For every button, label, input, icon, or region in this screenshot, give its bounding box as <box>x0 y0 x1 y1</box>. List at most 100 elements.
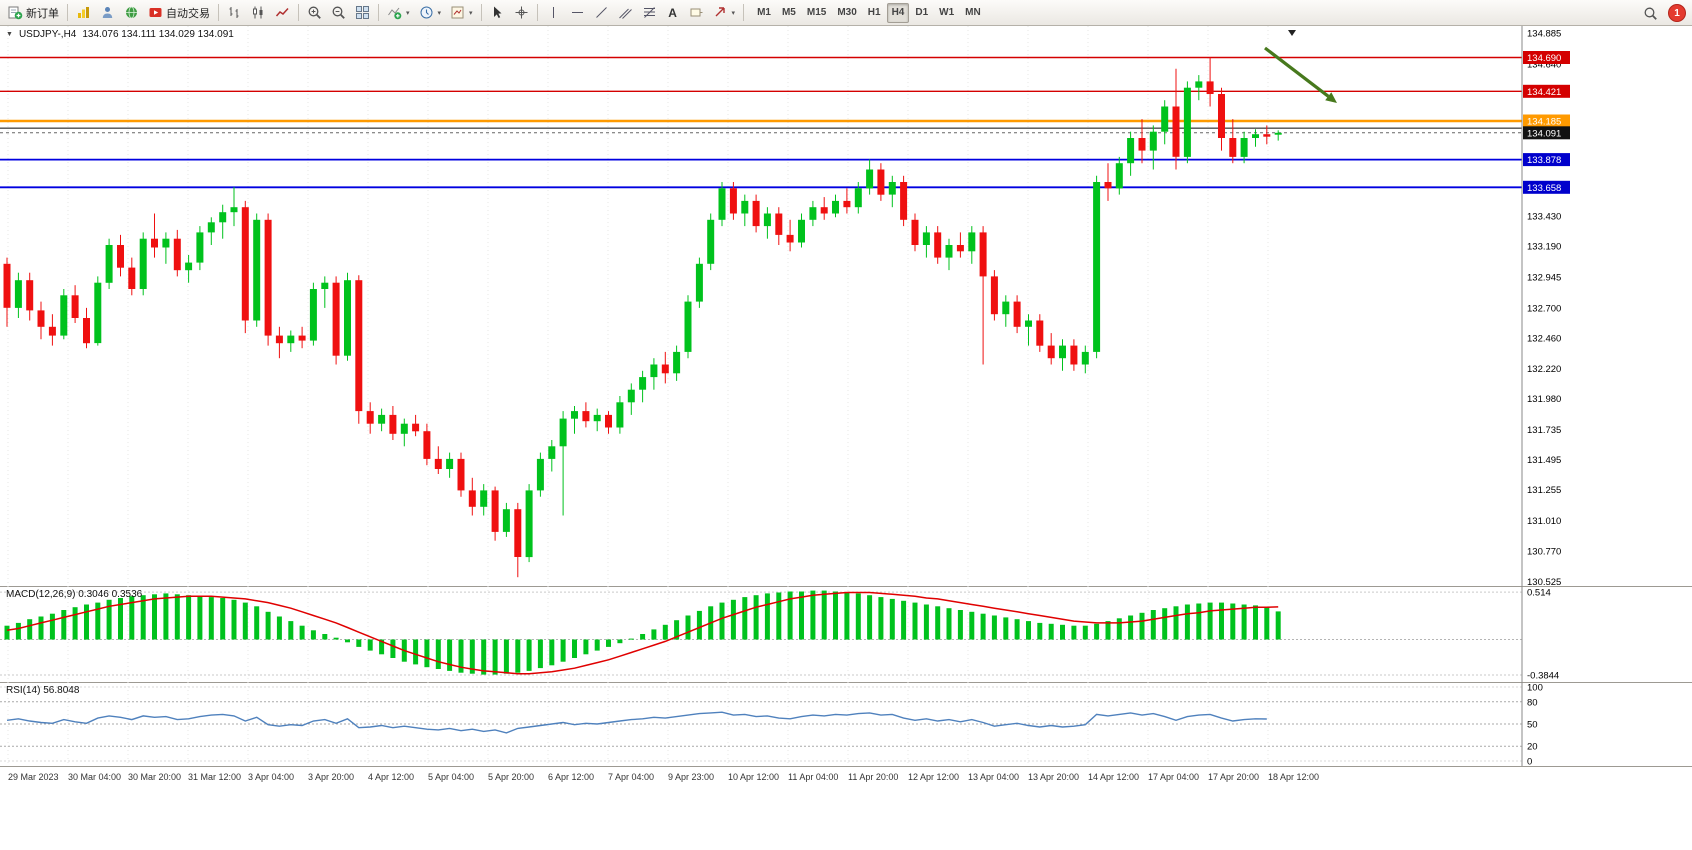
timeframe-d1[interactable]: D1 <box>910 3 933 23</box>
time-axis-label: 18 Apr 12:00 <box>1268 772 1320 782</box>
market-watch-icon <box>78 7 89 18</box>
toolbar-separator <box>67 4 68 21</box>
periods-button[interactable]: ▾ <box>415 2 446 24</box>
time-axis-label: 30 Mar 04:00 <box>68 772 122 782</box>
rsi-axis-tick: 50 <box>1527 720 1538 731</box>
svg-text:134.690: 134.690 <box>1527 53 1561 64</box>
tile-windows-button[interactable] <box>351 2 374 24</box>
trend-arrow-annotation[interactable] <box>1264 46 1337 103</box>
navigator-button[interactable] <box>96 2 119 24</box>
time-axis-label: 3 Apr 20:00 <box>308 772 355 782</box>
scroll-to-end-icon[interactable] <box>1288 30 1296 36</box>
timeframe-m30[interactable]: M30 <box>832 3 861 23</box>
rsi-axis-tick: 20 <box>1527 742 1538 753</box>
macd-panel-canvas[interactable]: 0.514 -0.3844 <box>0 586 1692 682</box>
market-watch-button[interactable] <box>72 2 95 24</box>
notification-badge[interactable]: 1 <box>1668 4 1686 22</box>
svg-text:133.878: 133.878 <box>1527 155 1561 166</box>
trendline-button[interactable] <box>590 2 613 24</box>
candlesticks <box>3 57 1282 578</box>
timeframe-mn[interactable]: MN <box>960 3 986 23</box>
price-axis-tick: 132.220 <box>1527 364 1561 375</box>
vertical-line-button[interactable] <box>542 2 565 24</box>
time-axis-label: 14 Apr 12:00 <box>1088 772 1140 782</box>
terminal-button[interactable] <box>120 2 143 24</box>
label-icon <box>690 8 703 17</box>
line-chart-icon <box>275 7 289 17</box>
text-button[interactable]: A <box>662 2 684 24</box>
horizontal-lines[interactable] <box>0 56 1522 189</box>
candlestick-chart-icon <box>253 6 263 19</box>
fibonacci-button[interactable] <box>638 2 661 24</box>
text-tool-glyph: A <box>668 5 677 20</box>
horizontal-line-button[interactable] <box>566 2 589 24</box>
time-axis-label: 31 Mar 12:00 <box>188 772 242 782</box>
time-axis-label: 5 Apr 20:00 <box>488 772 535 782</box>
symbol-dropdown-icon[interactable]: ▼ <box>6 31 13 38</box>
time-axis-label: 12 Apr 12:00 <box>908 772 960 782</box>
new-order-button[interactable]: 新订单 <box>4 2 63 24</box>
indicators-button[interactable]: ▾ <box>383 2 414 24</box>
templates-icon <box>451 6 464 19</box>
search-button[interactable] <box>1639 2 1662 24</box>
channel-button[interactable] <box>614 2 637 24</box>
price-axis: 134.885 134.640 133.430 133.190 132.945 132.7… <box>1521 26 1570 586</box>
svg-text:133.658: 133.658 <box>1527 183 1561 194</box>
crosshair-button[interactable] <box>510 2 533 24</box>
timeframe-h1[interactable]: H1 <box>863 3 886 23</box>
horizontal-line-icon <box>571 12 583 13</box>
candlestick-chart-button[interactable] <box>247 2 270 24</box>
macd-histogram <box>4 590 1281 675</box>
label-button[interactable] <box>685 2 708 24</box>
time-axis-label: 5 Apr 04:00 <box>428 772 475 782</box>
timeframe-w1[interactable]: W1 <box>934 3 959 23</box>
main-chart-canvas[interactable]: 134.885 134.640 133.430 133.190 132.945 132.7… <box>0 26 1692 586</box>
cursor-button[interactable] <box>486 2 509 24</box>
timeframe-m1[interactable]: M1 <box>752 3 776 23</box>
time-axis-label: 11 Apr 04:00 <box>788 772 839 782</box>
price-line-label <box>1523 114 1570 128</box>
price-axis-tick: 130.525 <box>1527 577 1561 586</box>
svg-text:134.421: 134.421 <box>1527 87 1561 98</box>
time-axis-label: 11 Apr 20:00 <box>848 772 899 782</box>
price-line-label <box>1523 153 1570 167</box>
chart-title: ▼ USDJPY-,H4 134.076 134.111 134.029 134… <box>6 29 234 40</box>
price-axis-tick: 132.700 <box>1527 303 1561 314</box>
trendline-icon <box>595 7 607 18</box>
rsi-axis-tick: 0 <box>1527 757 1532 767</box>
timeframe-m5[interactable]: M5 <box>777 3 801 23</box>
price-axis-tick: 132.945 <box>1527 273 1561 284</box>
templates-button[interactable]: ▾ <box>446 2 477 24</box>
new-order-icon <box>8 6 23 20</box>
auto-trading-button[interactable]: 自动交易 <box>144 2 214 24</box>
time-axis-label: 10 Apr 12:00 <box>728 772 780 782</box>
rsi-panel-canvas[interactable]: 100 80 50 20 0 <box>0 682 1692 766</box>
dropdown-caret-icon: ▾ <box>406 9 410 17</box>
time-axis-label: 6 Apr 12:00 <box>548 772 595 782</box>
price-axis-tick: 131.980 <box>1527 394 1561 405</box>
new-order-label: 新订单 <box>26 7 59 20</box>
svg-text:134.091: 134.091 <box>1527 128 1561 139</box>
dropdown-caret-icon: ▾ <box>731 9 736 17</box>
bar-chart-button[interactable] <box>223 2 246 24</box>
timeframe-h4[interactable]: H4 <box>886 2 910 23</box>
tile-windows-icon <box>356 6 369 19</box>
arrows-tool-button[interactable]: ▾ <box>709 2 740 24</box>
line-chart-button[interactable] <box>271 2 294 24</box>
time-axis-label: 13 Apr 20:00 <box>1028 772 1080 782</box>
timeframe-m15[interactable]: M15 <box>802 3 831 23</box>
svg-text:134.185: 134.185 <box>1527 117 1561 128</box>
zoom-in-button[interactable] <box>303 2 326 24</box>
zoom-in-icon <box>308 6 321 19</box>
rsi-grid <box>0 682 1522 766</box>
search-icon <box>1644 7 1657 20</box>
rsi-axis-tick: 80 <box>1527 697 1538 708</box>
macd-label: MACD(12,26,9) 0.3046 0.3536 <box>6 589 143 600</box>
price-axis-tick: 131.495 <box>1527 455 1561 466</box>
toolbar-separator <box>743 4 745 21</box>
time-axis[interactable]: 29 Mar 2023 30 Mar 04:00 30 Mar 20:00 31 Ma… <box>0 766 1692 791</box>
zoom-out-button[interactable] <box>327 2 350 24</box>
price-axis-tick: 130.770 <box>1527 546 1561 557</box>
zoom-out-icon <box>332 6 345 19</box>
